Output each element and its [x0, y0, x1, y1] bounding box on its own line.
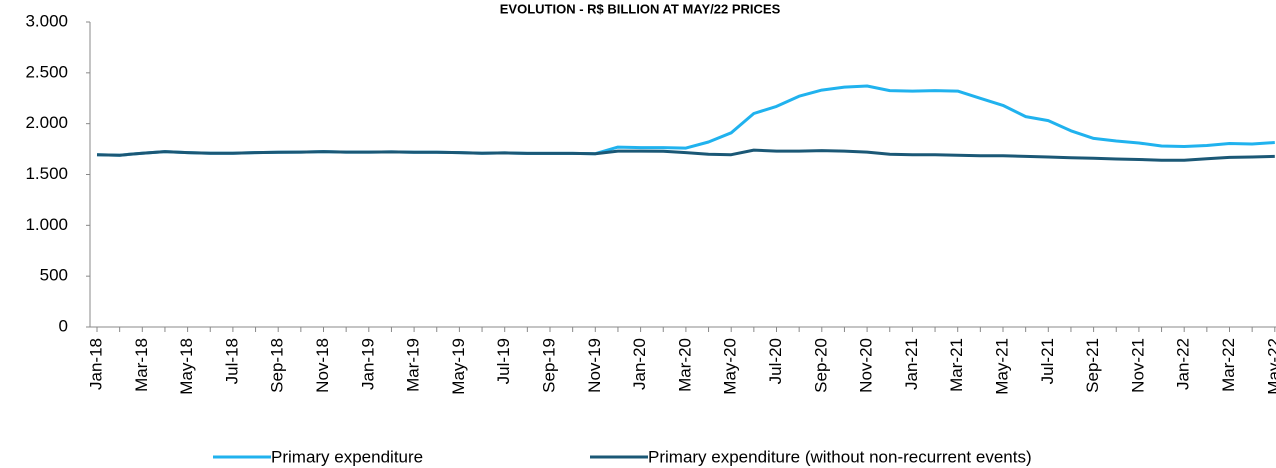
x-tick-label: Jul-20	[766, 338, 785, 384]
legend-label: Primary expenditure (without non-recurre…	[648, 447, 1032, 466]
x-tick-label: Sep-21	[1083, 338, 1102, 393]
x-tick-label: Mar-22	[1219, 338, 1238, 392]
x-tick-label: Nov-19	[585, 338, 604, 393]
x-tick-label: Jan-20	[630, 338, 649, 390]
x-tick-label: Jan-21	[902, 338, 921, 390]
series-line	[96, 84, 1275, 157]
x-tick-label: Jan-18	[86, 338, 105, 390]
x-tick-label: Mar-21	[947, 338, 966, 392]
x-tick-label: May-18	[177, 338, 196, 395]
x-tick-label: Jan-19	[358, 338, 377, 390]
x-tick-label: Mar-20	[675, 338, 694, 392]
x-tick-label: Jul-21	[1038, 338, 1057, 384]
y-tick-label: 2.000	[25, 113, 68, 132]
y-tick-label: 500	[40, 266, 68, 285]
x-tick-label: Mar-18	[132, 338, 151, 392]
y-tick-label: 1.000	[25, 215, 68, 234]
x-tick-label: Nov-20	[857, 338, 876, 393]
x-tick-label: Nov-21	[1128, 338, 1147, 393]
x-tick-label: May-19	[449, 338, 468, 395]
x-tick-label: May-22	[1264, 338, 1276, 395]
x-tick-label: Sep-20	[811, 338, 830, 393]
x-tick-label: Jul-18	[222, 338, 241, 384]
x-tick-label: May-20	[721, 338, 740, 395]
x-tick-label: Sep-18	[268, 338, 287, 393]
y-tick-label: 1.500	[25, 164, 68, 183]
legend-label: Primary expenditure	[271, 447, 423, 466]
x-tick-label: Mar-19	[404, 338, 423, 392]
x-tick-label: Jan-22	[1174, 338, 1193, 390]
y-tick-label: 0	[59, 316, 68, 335]
x-tick-label: Jul-19	[494, 338, 513, 384]
series-line	[96, 148, 1275, 162]
y-tick-label: 2.500	[25, 62, 68, 81]
chart-title: EVOLUTION - R$ BILLION AT MAY/22 PRICES	[500, 1, 781, 16]
y-tick-label: 3.000	[25, 11, 68, 30]
x-tick-label: Nov-18	[313, 338, 332, 393]
x-tick-label: Sep-19	[539, 338, 558, 393]
x-tick-label: May-21	[992, 338, 1011, 395]
